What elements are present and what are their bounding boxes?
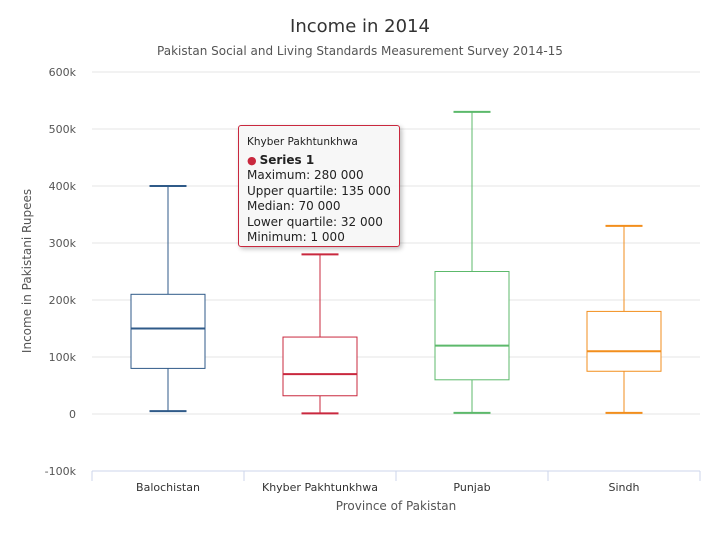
iqr-box: [434, 271, 510, 381]
box-balochistan: [130, 185, 206, 413]
x-tick-label: Khyber Pakhtunkhwa: [262, 481, 378, 494]
box-khyber-pakhtunkhwa: [282, 253, 358, 415]
x-tick-label: Balochistan: [136, 481, 200, 494]
y-tick-label: 300k: [49, 237, 77, 250]
tooltip-upper-quartile: Upper quartile: 135 000: [247, 183, 391, 198]
y-tick-label: 100k: [49, 351, 77, 364]
iqr-box: [586, 310, 662, 372]
series-dot-icon: ●: [247, 153, 257, 167]
y-tick-label: 0: [69, 408, 76, 421]
box-punjab: [434, 110, 510, 414]
tooltip-lower-quartile: Lower quartile: 32 000: [247, 214, 383, 229]
tooltip-median: Median: 70 000: [247, 199, 341, 213]
y-axis-ticks: -100k 0 100k 200k 300k 400k 500k 600k: [45, 66, 77, 478]
tooltip-header: Khyber Pakhtunkhwa: [247, 136, 358, 148]
y-tick-label: 600k: [49, 66, 77, 79]
iqr-box: [282, 336, 358, 397]
tooltip: Khyber Pakhtunkhwa ● Series 1 Maximum: 28…: [238, 125, 400, 247]
y-tick-label: 200k: [49, 294, 77, 307]
x-tick-label: Sindh: [609, 481, 640, 494]
x-tick-label: Punjab: [453, 481, 490, 494]
iqr-box: [130, 293, 206, 369]
y-tick-label: 400k: [49, 180, 77, 193]
y-tick-label: -100k: [45, 465, 77, 478]
box-sindh: [586, 224, 662, 414]
chart-subtitle: Pakistan Social and Living Standards Mea…: [157, 44, 563, 58]
chart-title: Income in 2014: [290, 16, 430, 37]
tooltip-maximum: Maximum: 280 000: [247, 168, 364, 182]
x-axis-label: Province of Pakistan: [336, 499, 457, 513]
tooltip-minimum: Minimum: 1 000: [247, 230, 345, 244]
x-axis: Balochistan Khyber Pakhtunkhwa Punjab Sindh: [91, 470, 701, 494]
y-tick-label: 500k: [49, 123, 77, 136]
box-series: [130, 110, 662, 415]
tooltip-series-name: Series 1: [259, 152, 315, 167]
y-axis-label: Income in Pakistani Rupees: [20, 189, 34, 353]
